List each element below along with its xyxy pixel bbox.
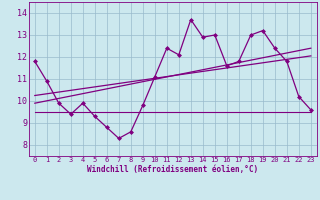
X-axis label: Windchill (Refroidissement éolien,°C): Windchill (Refroidissement éolien,°C) xyxy=(87,165,258,174)
